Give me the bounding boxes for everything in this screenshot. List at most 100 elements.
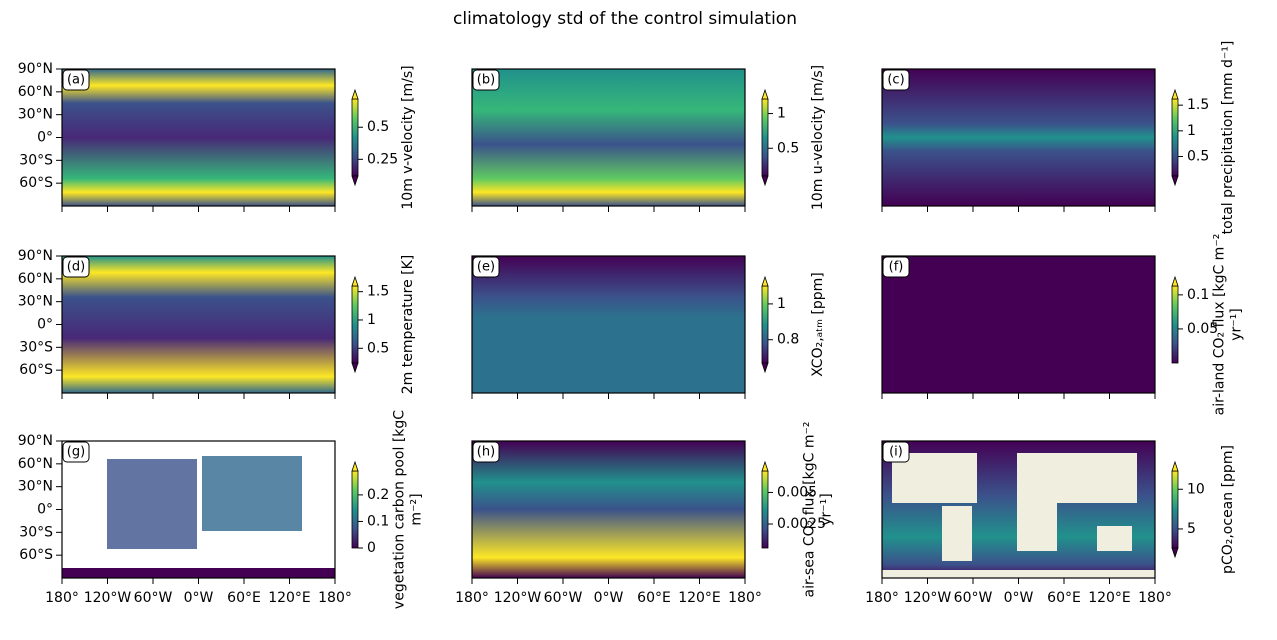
x-tick-label: 0°W xyxy=(594,590,624,606)
colorbar-tick-label: 1 xyxy=(777,296,786,312)
colorbar-tick-label: 5 xyxy=(1187,521,1196,537)
y-tick-label: 30°N xyxy=(18,479,53,495)
colorbar-extend xyxy=(761,175,769,187)
colorbar-label: yr⁻¹] xyxy=(1229,308,1245,341)
panel-label-box xyxy=(472,69,500,91)
colorbar-extend xyxy=(1171,275,1179,287)
colorbar xyxy=(351,470,359,549)
colorbar-extend xyxy=(761,88,769,100)
y-tick-label: 0° xyxy=(37,130,53,146)
colorbar-extend xyxy=(1171,547,1179,559)
y-tick-label: 90°N xyxy=(18,61,53,77)
colorbar-tick-label: 0.1 xyxy=(367,513,389,529)
colorbar-label: total precipitation [mm d⁻¹] xyxy=(1220,41,1236,235)
colorbar xyxy=(761,470,769,549)
x-tick-label: 0°W xyxy=(1004,590,1034,606)
colorbar-tick-label: 0.8 xyxy=(777,332,799,348)
panel-label: (f) xyxy=(889,260,904,275)
colorbar-label: 10m u-velocity [m/s] xyxy=(810,65,826,210)
map-field xyxy=(62,256,335,393)
map-field xyxy=(472,441,745,578)
y-tick-label: 60°N xyxy=(18,84,53,100)
colorbar xyxy=(761,285,769,364)
map-land xyxy=(1017,501,1057,551)
colorbar xyxy=(1171,285,1179,364)
colorbar-tick-label: 10 xyxy=(1187,481,1205,497)
map-field-band xyxy=(62,568,335,578)
colorbar-extend xyxy=(1171,460,1179,472)
colorbar xyxy=(351,285,359,364)
y-tick-label: 60°N xyxy=(18,271,53,287)
colorbar-tick-label: 0.05 xyxy=(1187,321,1218,337)
colorbar xyxy=(1171,470,1179,549)
panel-label-box xyxy=(62,256,90,278)
y-tick-label: 90°N xyxy=(18,433,53,449)
panel-label-box xyxy=(882,441,910,463)
panel-label-box xyxy=(472,256,500,278)
map-field-land xyxy=(107,459,197,549)
panel-label: (a) xyxy=(67,73,85,88)
colorbar-label: vegetation carbon pool [kgC xyxy=(392,410,408,609)
map-field xyxy=(62,69,335,206)
map-field xyxy=(472,256,745,393)
panel-label-box xyxy=(62,69,90,91)
colorbar-tick-label: 1 xyxy=(367,312,376,328)
panel-label: (e) xyxy=(477,260,495,275)
colorbar-tick-label: 1.5 xyxy=(367,284,389,300)
colorbar-label: yr⁻¹] xyxy=(819,493,835,526)
colorbar-label: XCO₂,ₐₜₘ [ppm] xyxy=(810,272,826,377)
y-tick-label: 0° xyxy=(37,317,53,333)
colorbar-tick-label: 1 xyxy=(777,106,786,122)
x-tick-label: 0°W xyxy=(184,590,214,606)
panel-label-box xyxy=(62,441,90,463)
colorbar-extend xyxy=(351,460,359,472)
x-tick-label: 120°W xyxy=(904,590,952,606)
colorbar-extend xyxy=(761,275,769,287)
colorbar-label: m⁻²] xyxy=(409,493,425,525)
panel-label: (d) xyxy=(67,260,85,275)
y-tick-label: 30°S xyxy=(19,524,53,540)
colorbar-label: 2m temperature [K] xyxy=(400,255,416,395)
x-tick-label: 120°E xyxy=(268,590,311,606)
x-tick-label: 180° xyxy=(728,590,762,606)
panel-label: (c) xyxy=(887,73,904,88)
map-field xyxy=(882,256,1155,393)
y-tick-label: 30°S xyxy=(19,152,53,168)
y-tick-label: 60°N xyxy=(18,456,53,472)
y-tick-label: 60°S xyxy=(19,362,53,378)
map-land xyxy=(1097,526,1132,551)
colorbar-tick-label: 0.1 xyxy=(1187,287,1209,303)
colorbar-tick-label: 0.0025 xyxy=(777,516,826,532)
x-tick-label: 180° xyxy=(318,590,352,606)
colorbar-tick-label: 1 xyxy=(1187,123,1196,139)
y-tick-label: 30°N xyxy=(18,107,53,123)
colorbar xyxy=(761,98,769,177)
map-field xyxy=(882,69,1155,206)
colorbar-extend xyxy=(761,362,769,374)
colorbar-extend xyxy=(351,88,359,100)
y-tick-label: 90°N xyxy=(18,248,53,264)
y-tick-label: 30°S xyxy=(19,339,53,355)
colorbar-label: 10m v-velocity [m/s] xyxy=(400,65,416,209)
panel-label-box xyxy=(882,256,910,278)
colorbar-tick-label: 0.005 xyxy=(777,484,817,500)
colorbar-extend xyxy=(1171,175,1179,187)
colorbar-tick-label: 0.5 xyxy=(367,119,389,135)
x-tick-label: 180° xyxy=(1138,590,1172,606)
figure-title: climatology std of the control simulatio… xyxy=(453,9,797,29)
map-land xyxy=(942,506,972,561)
colorbar xyxy=(351,98,359,177)
x-tick-label: 60°W xyxy=(544,590,583,606)
colorbar-label: pCO₂,ocean [ppm] xyxy=(1220,445,1236,574)
colorbar-tick-label: 0 xyxy=(367,540,376,556)
x-tick-label: 60°W xyxy=(954,590,993,606)
colorbar-extend xyxy=(761,460,769,472)
panel-label: (g) xyxy=(67,445,85,460)
x-tick-label: 120°W xyxy=(494,590,542,606)
colorbar-label: air-land CO₂ flux [kgC m⁻² xyxy=(1212,234,1228,416)
map-land xyxy=(882,570,1155,578)
panel-label: (h) xyxy=(477,445,495,460)
map-land xyxy=(1017,453,1137,503)
x-tick-label: 120°W xyxy=(84,590,132,606)
y-tick-label: 60°S xyxy=(19,175,53,191)
